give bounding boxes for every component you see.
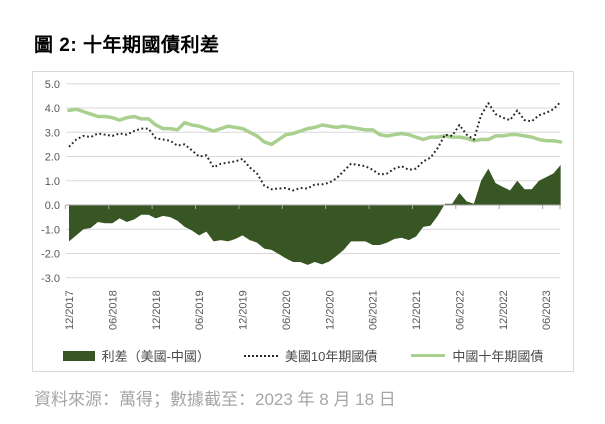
y-axis-tick-label: -1.0	[41, 224, 60, 236]
legend-label: 利差（美國-中國）	[101, 349, 210, 364]
legend-line-swatch	[411, 354, 446, 357]
x-axis-tick-label: 06/2023	[541, 290, 553, 330]
y-axis-tick-label: 3.0	[45, 127, 60, 139]
x-axis-tick-label: 06/2021	[368, 290, 380, 330]
y-axis-tick-label: 0.0	[45, 200, 60, 212]
legend-area-swatch	[62, 350, 95, 361]
x-axis-tick-label: 12/2020	[324, 290, 336, 330]
legend-item-2: 中國十年期國債	[411, 346, 543, 365]
legend-dotted-line-swatch	[243, 354, 278, 357]
x-axis-tick-label: 06/2018	[107, 290, 119, 330]
y-axis-tick-label: -3.0	[41, 273, 60, 285]
y-axis-tick-label: -2.0	[41, 249, 60, 261]
x-axis-tick-label: 06/2020	[281, 290, 293, 330]
legend-label: 中國十年期國債	[452, 349, 544, 364]
chart-container: 5.0 4.0 3.0 2.0 1.0 0.0 -1.0 -2.0 -3.0 12/2017 06/…	[32, 71, 574, 372]
x-axis-tick-label: 06/2019	[194, 290, 206, 330]
legend-label: 美國10年期國債	[284, 349, 378, 364]
page-title: 圖 2: 十年期國債利差	[34, 35, 220, 56]
china-10y-line-series	[67, 107, 563, 147]
x-axis-tick-label: 12/2017	[64, 290, 76, 330]
x-axis-tick-label: 06/2022	[454, 290, 466, 330]
chart-svg: 5.0 4.0 3.0 2.0 1.0 0.0 -1.0 -2.0 -3.0 12/2017 06/…	[41, 79, 563, 330]
x-axis-tick-label: 12/2019	[238, 290, 250, 330]
x-axis-tick-label: 12/2018	[151, 290, 163, 330]
x-axis-tick-label: 12/2022	[498, 290, 510, 330]
chart-legend: 利差（美國-中國） 美國10年期國債 中國十年期國債	[33, 346, 573, 365]
y-axis-tick-label: 5.0	[45, 79, 60, 91]
x-axis-tick-label: 12/2021	[411, 290, 423, 330]
y-axis-tick-label: 4.0	[45, 103, 60, 115]
y-axis-tick-label: 2.0	[45, 152, 60, 164]
legend-item-0: 利差（美國-中國）	[62, 346, 210, 365]
y-axis-tick-label: 1.0	[45, 176, 60, 188]
legend-item-1: 美國10年期國債	[243, 346, 378, 365]
spread-area-series	[69, 164, 561, 265]
source-note: 資料來源：萬得；數據截至：2023 年 8 月 18 日	[34, 390, 396, 409]
